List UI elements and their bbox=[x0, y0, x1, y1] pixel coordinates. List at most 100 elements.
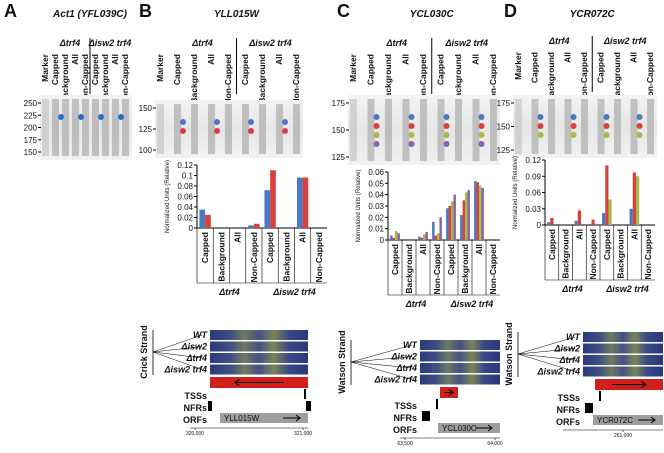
y-tick-label: 0.01 bbox=[368, 225, 384, 234]
marker-size: 175 bbox=[24, 136, 38, 145]
y-tick-label: 0.06 bbox=[368, 168, 384, 177]
tss-mark bbox=[436, 399, 438, 409]
feature-label: TSSs bbox=[184, 391, 207, 401]
band-dot bbox=[282, 128, 288, 134]
marker-size: 100 bbox=[139, 146, 153, 155]
track-connector bbox=[350, 344, 413, 363]
gel-lane bbox=[72, 99, 79, 156]
genotype-label: Δisw2 trf4 bbox=[444, 38, 488, 48]
track-connector bbox=[152, 334, 203, 353]
bar bbox=[462, 200, 465, 240]
band-dot bbox=[443, 141, 450, 147]
track-heatmap bbox=[583, 332, 663, 342]
band-dot bbox=[373, 114, 380, 120]
group-label: Δtrf4 bbox=[561, 284, 583, 294]
panel-title: Act1 (YFL039C) bbox=[52, 9, 128, 20]
panel-label: B bbox=[139, 1, 152, 21]
lane-label: All bbox=[629, 52, 639, 63]
track-connector bbox=[517, 353, 576, 361]
band-dot bbox=[58, 114, 64, 120]
gel-lane bbox=[437, 99, 445, 161]
genotype-label: Δtrf4 bbox=[385, 38, 407, 48]
band-dot bbox=[603, 123, 610, 129]
gel-lane bbox=[62, 99, 69, 156]
track-connector bbox=[517, 348, 576, 355]
marker-size: 225 bbox=[24, 111, 38, 120]
category-label: Background bbox=[216, 232, 226, 282]
track-connector bbox=[517, 353, 576, 372]
category-label: Non-Capped bbox=[588, 229, 598, 280]
bar bbox=[270, 170, 276, 228]
track-connector bbox=[152, 351, 203, 359]
coordinate-label: 64,000 bbox=[487, 441, 503, 447]
category-label: Non-Capped bbox=[488, 244, 498, 295]
lane-label: Background bbox=[100, 54, 110, 104]
group-label: Δisw2 trf4 bbox=[450, 299, 494, 309]
lane-label: Background bbox=[453, 54, 463, 104]
y-tick-label: 0.04 bbox=[177, 203, 193, 212]
track-heatmap bbox=[583, 355, 663, 365]
track-heatmap bbox=[583, 343, 663, 354]
band-dot bbox=[636, 132, 643, 138]
category-label: Non-Capped bbox=[643, 229, 653, 280]
gel-lane bbox=[92, 99, 99, 156]
gel-lane bbox=[420, 99, 427, 161]
band-dot bbox=[78, 114, 84, 120]
track-connector bbox=[517, 336, 576, 355]
bar bbox=[550, 217, 554, 225]
bar bbox=[392, 237, 395, 240]
band-dot bbox=[214, 128, 220, 134]
bar bbox=[465, 192, 468, 240]
bar bbox=[479, 185, 482, 240]
gel-lane bbox=[548, 99, 555, 154]
y-tick-label: 0.02 bbox=[368, 213, 384, 222]
y-tick-label: 0.06 bbox=[177, 193, 193, 202]
coordinate-label: 63,500 bbox=[397, 441, 413, 447]
lane-label: Capped bbox=[172, 54, 182, 85]
y-tick-label: 0.02 bbox=[177, 214, 193, 223]
orf-arrowhead bbox=[640, 381, 647, 388]
band-dot bbox=[98, 114, 104, 120]
category-label: All bbox=[298, 232, 308, 243]
bar bbox=[302, 177, 309, 228]
bar bbox=[420, 237, 423, 240]
lane-label: Non-Capped bbox=[579, 52, 589, 103]
genotype-label: Δisw2 trf4 bbox=[603, 36, 647, 46]
y-tick-label: 0.09 bbox=[525, 172, 541, 181]
lane-label: All bbox=[274, 54, 284, 65]
lane-label: Capped bbox=[366, 54, 376, 85]
gel-lane bbox=[259, 104, 266, 154]
band-dot bbox=[537, 123, 544, 129]
gel-lane bbox=[191, 104, 198, 154]
y-tick-label: 0.03 bbox=[368, 202, 384, 211]
bar bbox=[481, 187, 484, 240]
gel-lane bbox=[102, 99, 109, 156]
lane-label: All bbox=[110, 54, 120, 65]
category-label: All bbox=[629, 229, 639, 240]
track-heatmap bbox=[420, 374, 500, 385]
band-dot bbox=[214, 119, 220, 125]
track-connector bbox=[152, 351, 203, 370]
category-label: All bbox=[418, 244, 428, 255]
strand-label: Watson Strand bbox=[504, 322, 514, 385]
y-tick-label: 0 bbox=[537, 221, 542, 230]
gel-lane bbox=[112, 99, 119, 156]
gel-lane bbox=[455, 99, 462, 161]
gene-label: YCL030C bbox=[442, 424, 477, 433]
bar bbox=[608, 199, 612, 225]
gel-lane bbox=[531, 99, 539, 154]
lane-label: Marker bbox=[155, 53, 165, 82]
lane-label: Non-Capped bbox=[418, 54, 428, 105]
gel-lane bbox=[647, 99, 654, 154]
gel-lane bbox=[367, 99, 375, 161]
gene-arrowhead bbox=[650, 416, 656, 424]
bar bbox=[547, 222, 551, 225]
category-label: Background bbox=[404, 244, 414, 294]
lane-label: Background bbox=[546, 52, 556, 102]
panel-label: C bbox=[337, 1, 350, 21]
band-dot bbox=[248, 119, 254, 125]
bar bbox=[390, 235, 393, 240]
bar bbox=[432, 221, 435, 240]
bar bbox=[248, 225, 254, 228]
